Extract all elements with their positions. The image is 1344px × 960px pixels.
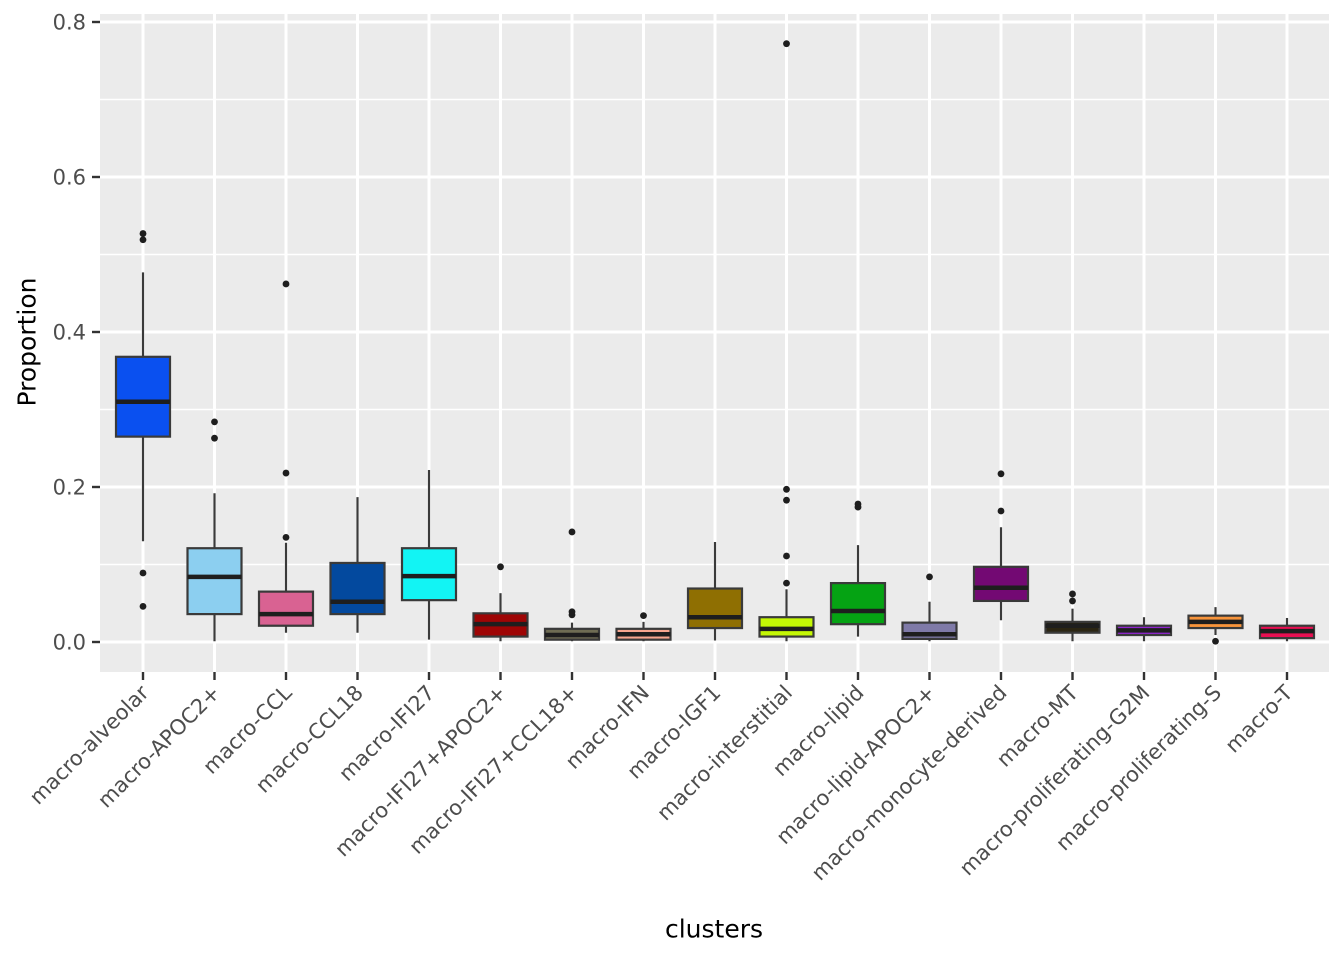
outlier-point: [783, 552, 790, 560]
box: [257, 590, 315, 627]
boxplot-macro-IFI27: [400, 469, 458, 640]
y-tick-label: 0.8: [53, 11, 86, 35]
outlier-point: [497, 563, 504, 571]
outlier-point: [139, 230, 147, 237]
outlier-point: [1212, 637, 1219, 645]
box: [186, 547, 243, 616]
box: [686, 587, 744, 630]
outlier-point: [282, 533, 290, 541]
x-axis-title: clusters: [664, 914, 764, 944]
outlier-point: [783, 579, 790, 587]
outlier-point: [1069, 590, 1076, 598]
x-tick-label: macro-T: [1221, 680, 1298, 757]
outlier-point: [282, 280, 290, 288]
boxplot-macro-MT: [1044, 590, 1101, 642]
boxplot-macro-IFN: [615, 612, 672, 642]
boxplot-macro-proliferating-S: [1187, 607, 1244, 645]
boxplot-macro-APOC2+: [186, 418, 243, 642]
boxplot-macro-IFI27+CCL18+: [543, 528, 601, 642]
axis-ticks: [92, 20, 1289, 680]
outlier-point: [282, 469, 290, 477]
y-tick-label: 0.6: [53, 166, 86, 190]
outlier-point: [139, 236, 147, 244]
y-tick-label: 0.0: [53, 631, 86, 655]
outlier-point: [783, 485, 790, 493]
outlier-point: [783, 496, 790, 504]
boxplot-macro-monocyte-derived: [972, 470, 1030, 621]
boxplot-macro-IGF1: [686, 542, 744, 641]
box: [114, 355, 172, 438]
outlier-point: [926, 573, 933, 581]
boxplot-macro-interstitial: [758, 40, 815, 642]
boxplot-macro-IFI27+APOC2+: [472, 563, 529, 642]
outlier-point: [211, 434, 218, 442]
box: [829, 581, 887, 626]
box: [329, 561, 386, 616]
outlier-point: [1069, 597, 1076, 605]
x-tick-label: macro-interstitial: [652, 681, 797, 826]
outlier-point: [568, 611, 576, 619]
y-tick-labels: 0.0 0.2 0.4 0.6 0.8: [53, 11, 86, 655]
boxplot-macro-alveolar: [114, 230, 172, 610]
outlier-point: [783, 40, 790, 48]
boxplot-macro-lipid-APOC2+: [901, 573, 958, 642]
outlier-point: [139, 569, 147, 577]
outlier-point: [997, 470, 1005, 478]
boxplot-macro-CCL18: [329, 497, 386, 633]
outlier-point: [854, 503, 862, 511]
outlier-point: [211, 418, 218, 426]
outlier-point: [997, 507, 1005, 515]
box: [972, 565, 1030, 603]
boxplot-macro-CCL: [257, 280, 315, 633]
x-tick-labels: macro-alveolarmacro-APOC2+macro-CCLmacro…: [25, 680, 1298, 885]
boxplot-macro-proliferating-G2M: [1115, 617, 1173, 642]
outlier-point: [139, 602, 147, 610]
outlier-point: [640, 612, 647, 620]
boxplot-macro-T: [1258, 617, 1316, 642]
y-tick-label: 0.2: [53, 476, 86, 500]
y-tick-label: 0.4: [53, 321, 86, 345]
outlier-point: [568, 528, 576, 536]
y-axis-title: Proportion: [12, 277, 42, 407]
x-tick-label: macro-alveolar: [25, 680, 154, 809]
x-tick-label: macro-APOC2+: [93, 681, 225, 813]
boxplot-macro-lipid: [829, 500, 887, 637]
